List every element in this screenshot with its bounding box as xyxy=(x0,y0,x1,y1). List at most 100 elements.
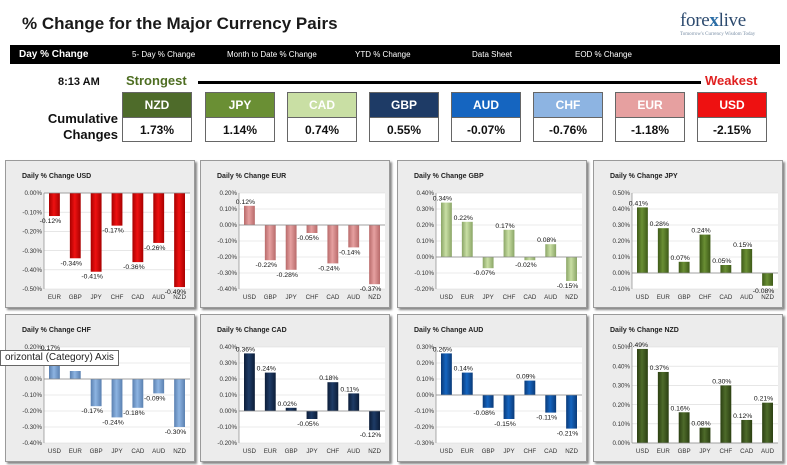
tab-data-sheet[interactable]: Data Sheet xyxy=(472,50,513,59)
x-tick-label: JPY xyxy=(503,448,514,455)
y-tick-label: 0.00% xyxy=(219,222,237,229)
data-label: 0.07% xyxy=(671,255,690,262)
strongest-label: Strongest xyxy=(126,73,187,88)
y-tick-label: -0.30% xyxy=(217,270,237,277)
x-tick-label: EUR xyxy=(461,448,475,455)
y-tick-label: -0.10% xyxy=(610,286,630,293)
x-tick-label: JPY xyxy=(285,294,296,301)
bar xyxy=(482,395,494,408)
data-label: -0.24% xyxy=(102,419,124,426)
y-tick-label: 0.20% xyxy=(219,190,237,197)
x-tick-label: EUR xyxy=(657,448,671,455)
data-label: -0.08% xyxy=(753,288,775,295)
chart-panel-nzd[interactable]: Daily % Change NZD 0.50% 0.40% 0.30% 0.20% 0.… xyxy=(593,314,783,462)
y-tick-label: 0.00% xyxy=(416,254,434,261)
x-tick-label: AUD xyxy=(152,294,166,301)
x-tick-label: NZD xyxy=(173,294,186,301)
chart-eur: Daily % Change EUR 0.20% 0.10% 0.00% -0.10% -… xyxy=(217,173,385,301)
x-tick-label: NZD xyxy=(173,448,186,455)
data-label: 0.37% xyxy=(650,365,669,372)
bar xyxy=(720,385,732,443)
x-tick-label: GBP xyxy=(285,448,298,455)
data-label: -0.37% xyxy=(360,286,382,293)
bar xyxy=(637,207,648,273)
x-tick-label: EUR xyxy=(657,294,671,301)
y-tick-label: 0.20% xyxy=(416,360,434,367)
data-label: -0.30% xyxy=(165,429,187,436)
bar xyxy=(49,193,60,217)
y-tick-label: 0.10% xyxy=(612,254,630,261)
currency-value: 1.73% xyxy=(139,123,175,137)
data-label: 0.28% xyxy=(650,221,669,228)
bar xyxy=(699,234,711,273)
chart-panel-gbp[interactable]: Daily % Change GBP 0.40% 0.30% 0.20% 0.10% 0.… xyxy=(397,160,587,308)
chart-panel-jpy[interactable]: Daily % Change JPY 0.50% 0.40% 0.30% 0.20% 0.… xyxy=(593,160,783,308)
tab-month-to-date[interactable]: Month to Date % Change xyxy=(227,50,317,59)
chart-title: Daily % Change AUD xyxy=(414,327,483,334)
tab-eod-change[interactable]: EOD % Change xyxy=(575,50,632,59)
tab-5-day-change[interactable]: 5- Day % Change xyxy=(132,50,196,59)
chart-panel-eur[interactable]: Daily % Change EUR 0.20% 0.10% 0.00% -0.10% -… xyxy=(200,160,390,308)
data-label: -0.15% xyxy=(557,283,579,290)
y-tick-label: 0.40% xyxy=(612,206,630,213)
x-tick-label: USD xyxy=(636,294,650,301)
y-tick-label: 0.40% xyxy=(416,190,434,197)
bar xyxy=(244,205,255,225)
y-tick-label: 0.40% xyxy=(612,363,630,370)
chart-panel-aud[interactable]: Daily % Change AUD 0.30% 0.20% 0.10% 0.00% -0… xyxy=(397,314,587,462)
data-label: -0.02% xyxy=(515,262,537,269)
bar xyxy=(503,395,515,419)
x-tick-label: USD xyxy=(636,448,650,455)
tab-day-change[interactable]: Day % Change xyxy=(19,49,89,60)
currency-value: -1.18% xyxy=(630,123,670,137)
forexlive-logo[interactable]: forexlive Tomorrow's Currency Wisdom Tod… xyxy=(680,10,772,40)
strength-scale-line xyxy=(198,81,701,84)
chart-nzd: Daily % Change NZD 0.50% 0.40% 0.30% 0.20% 0.… xyxy=(610,327,778,455)
x-tick-label: EUR xyxy=(264,448,278,455)
x-tick-label: JPY xyxy=(699,448,710,455)
bar xyxy=(441,353,452,395)
x-tick-label: AUD xyxy=(761,448,775,455)
chart-panel-cad[interactable]: Daily % Change CAD 0.40% 0.30% 0.20% 0.10% 0.… xyxy=(200,314,390,462)
x-tick-label: AUD xyxy=(152,448,166,455)
data-label: 0.22% xyxy=(454,215,473,222)
data-label: -0.24% xyxy=(318,265,340,272)
chart-aud: Daily % Change AUD 0.30% 0.20% 0.10% 0.00% -0… xyxy=(414,327,582,455)
data-label: -0.09% xyxy=(144,395,166,402)
data-label: 0.17% xyxy=(495,223,514,230)
data-label: -0.22% xyxy=(256,262,278,269)
chart-panel-chf[interactable]: Daily % Change CHF0.20%0.10%0.00%-0.10%-… xyxy=(5,314,195,462)
y-tick-label: -0.30% xyxy=(22,248,42,255)
chart-cad: Daily % Change CAD 0.40% 0.30% 0.20% 0.10% 0.… xyxy=(217,327,385,455)
bar xyxy=(482,257,494,269)
data-label: -0.28% xyxy=(276,272,298,279)
x-tick-label: JPY xyxy=(111,448,122,455)
data-label: 0.24% xyxy=(257,366,276,373)
y-tick-label: -0.20% xyxy=(217,254,237,261)
bar xyxy=(369,225,380,285)
chart-title: Daily % Change NZD xyxy=(610,327,679,334)
bar xyxy=(264,372,276,411)
x-tick-label: JPY xyxy=(482,294,493,301)
bar xyxy=(69,193,81,259)
bar xyxy=(348,225,360,248)
y-tick-label: 0.00% xyxy=(24,376,42,383)
x-tick-label: CHF xyxy=(111,294,124,301)
y-tick-label: 0.50% xyxy=(612,190,630,197)
tab-ytd-change[interactable]: YTD % Change xyxy=(355,50,411,59)
bar xyxy=(762,402,773,443)
bar xyxy=(285,407,297,411)
y-tick-label: 0.00% xyxy=(416,392,434,399)
x-tick-label: AUD xyxy=(347,294,361,301)
x-tick-label: USD xyxy=(243,294,257,301)
y-tick-label: -0.50% xyxy=(22,286,42,293)
data-label: 0.11% xyxy=(340,386,359,393)
y-tick-label: 0.30% xyxy=(416,344,434,351)
chart-panel-usd[interactable]: Daily % Change USD 0.00% -0.10% -0.20% -0.30… xyxy=(5,160,195,308)
y-tick-label: 0.00% xyxy=(24,190,42,197)
currency-value: 0.74% xyxy=(304,123,340,137)
x-tick-label: AUD xyxy=(347,448,361,455)
y-tick-label: -0.10% xyxy=(414,270,434,277)
data-label: 0.08% xyxy=(537,237,556,244)
bar xyxy=(699,427,711,443)
